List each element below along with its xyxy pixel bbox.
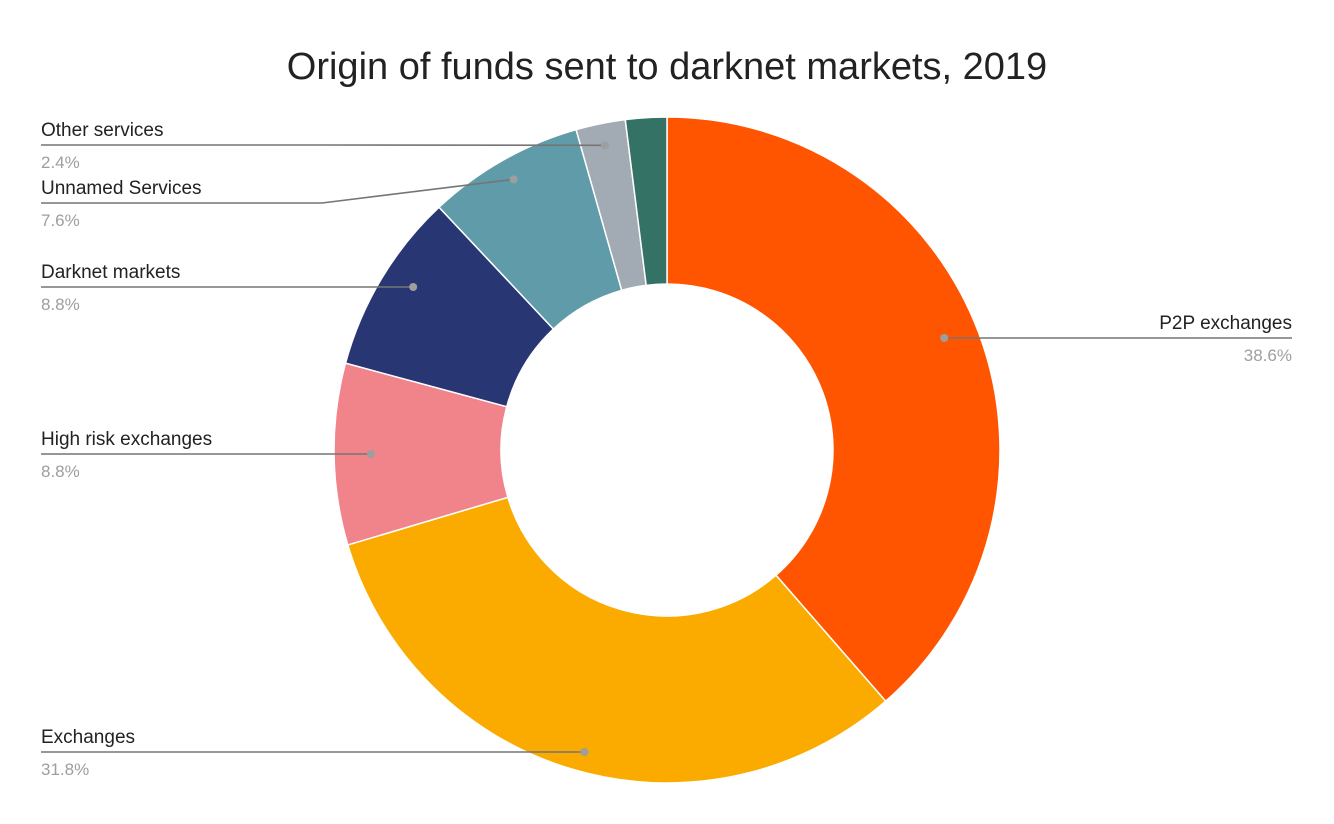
labels-layer: P2P exchanges 38.6% Exchanges 31.8% High ris… (41, 120, 1292, 779)
leader-dot-high-risk-exchanges (367, 450, 376, 458)
leader-dot-other-services (600, 141, 609, 150)
label-name-high-risk-exchanges: High risk exchanges (41, 429, 212, 450)
chart-title: Origin of funds sent to darknet markets,… (287, 46, 1047, 88)
label-name-other-services: Other services (41, 120, 163, 141)
label-name-p2p-exchanges: P2P exchanges (1159, 313, 1292, 334)
label-name-exchanges: Exchanges (41, 727, 135, 748)
slice-p2p-exchanges[interactable] (666, 116, 1001, 703)
leader-dot-unnamed-services (509, 175, 518, 184)
slice-exchanges[interactable] (346, 496, 887, 784)
label-value-darknet-markets: 8.8% (41, 295, 80, 314)
slice-unlabeled-6[interactable] (624, 116, 668, 287)
label-name-unnamed-services: Unnamed Services (41, 178, 202, 199)
leader-dot-p2p-exchanges (940, 334, 949, 342)
label-value-high-risk-exchanges: 8.8% (41, 462, 80, 481)
leader-dot-exchanges (580, 748, 589, 756)
leader-line-unnamed-services (41, 178, 514, 204)
label-value-unnamed-services: 7.6% (41, 211, 80, 230)
label-name-darknet-markets: Darknet markets (41, 262, 180, 283)
label-value-p2p-exchanges: 38.6% (1244, 346, 1292, 365)
label-value-other-services: 2.4% (41, 153, 80, 172)
leader-dot-darknet-markets (409, 283, 418, 291)
label-value-exchanges: 31.8% (41, 760, 89, 779)
slices-layer (333, 116, 1001, 784)
